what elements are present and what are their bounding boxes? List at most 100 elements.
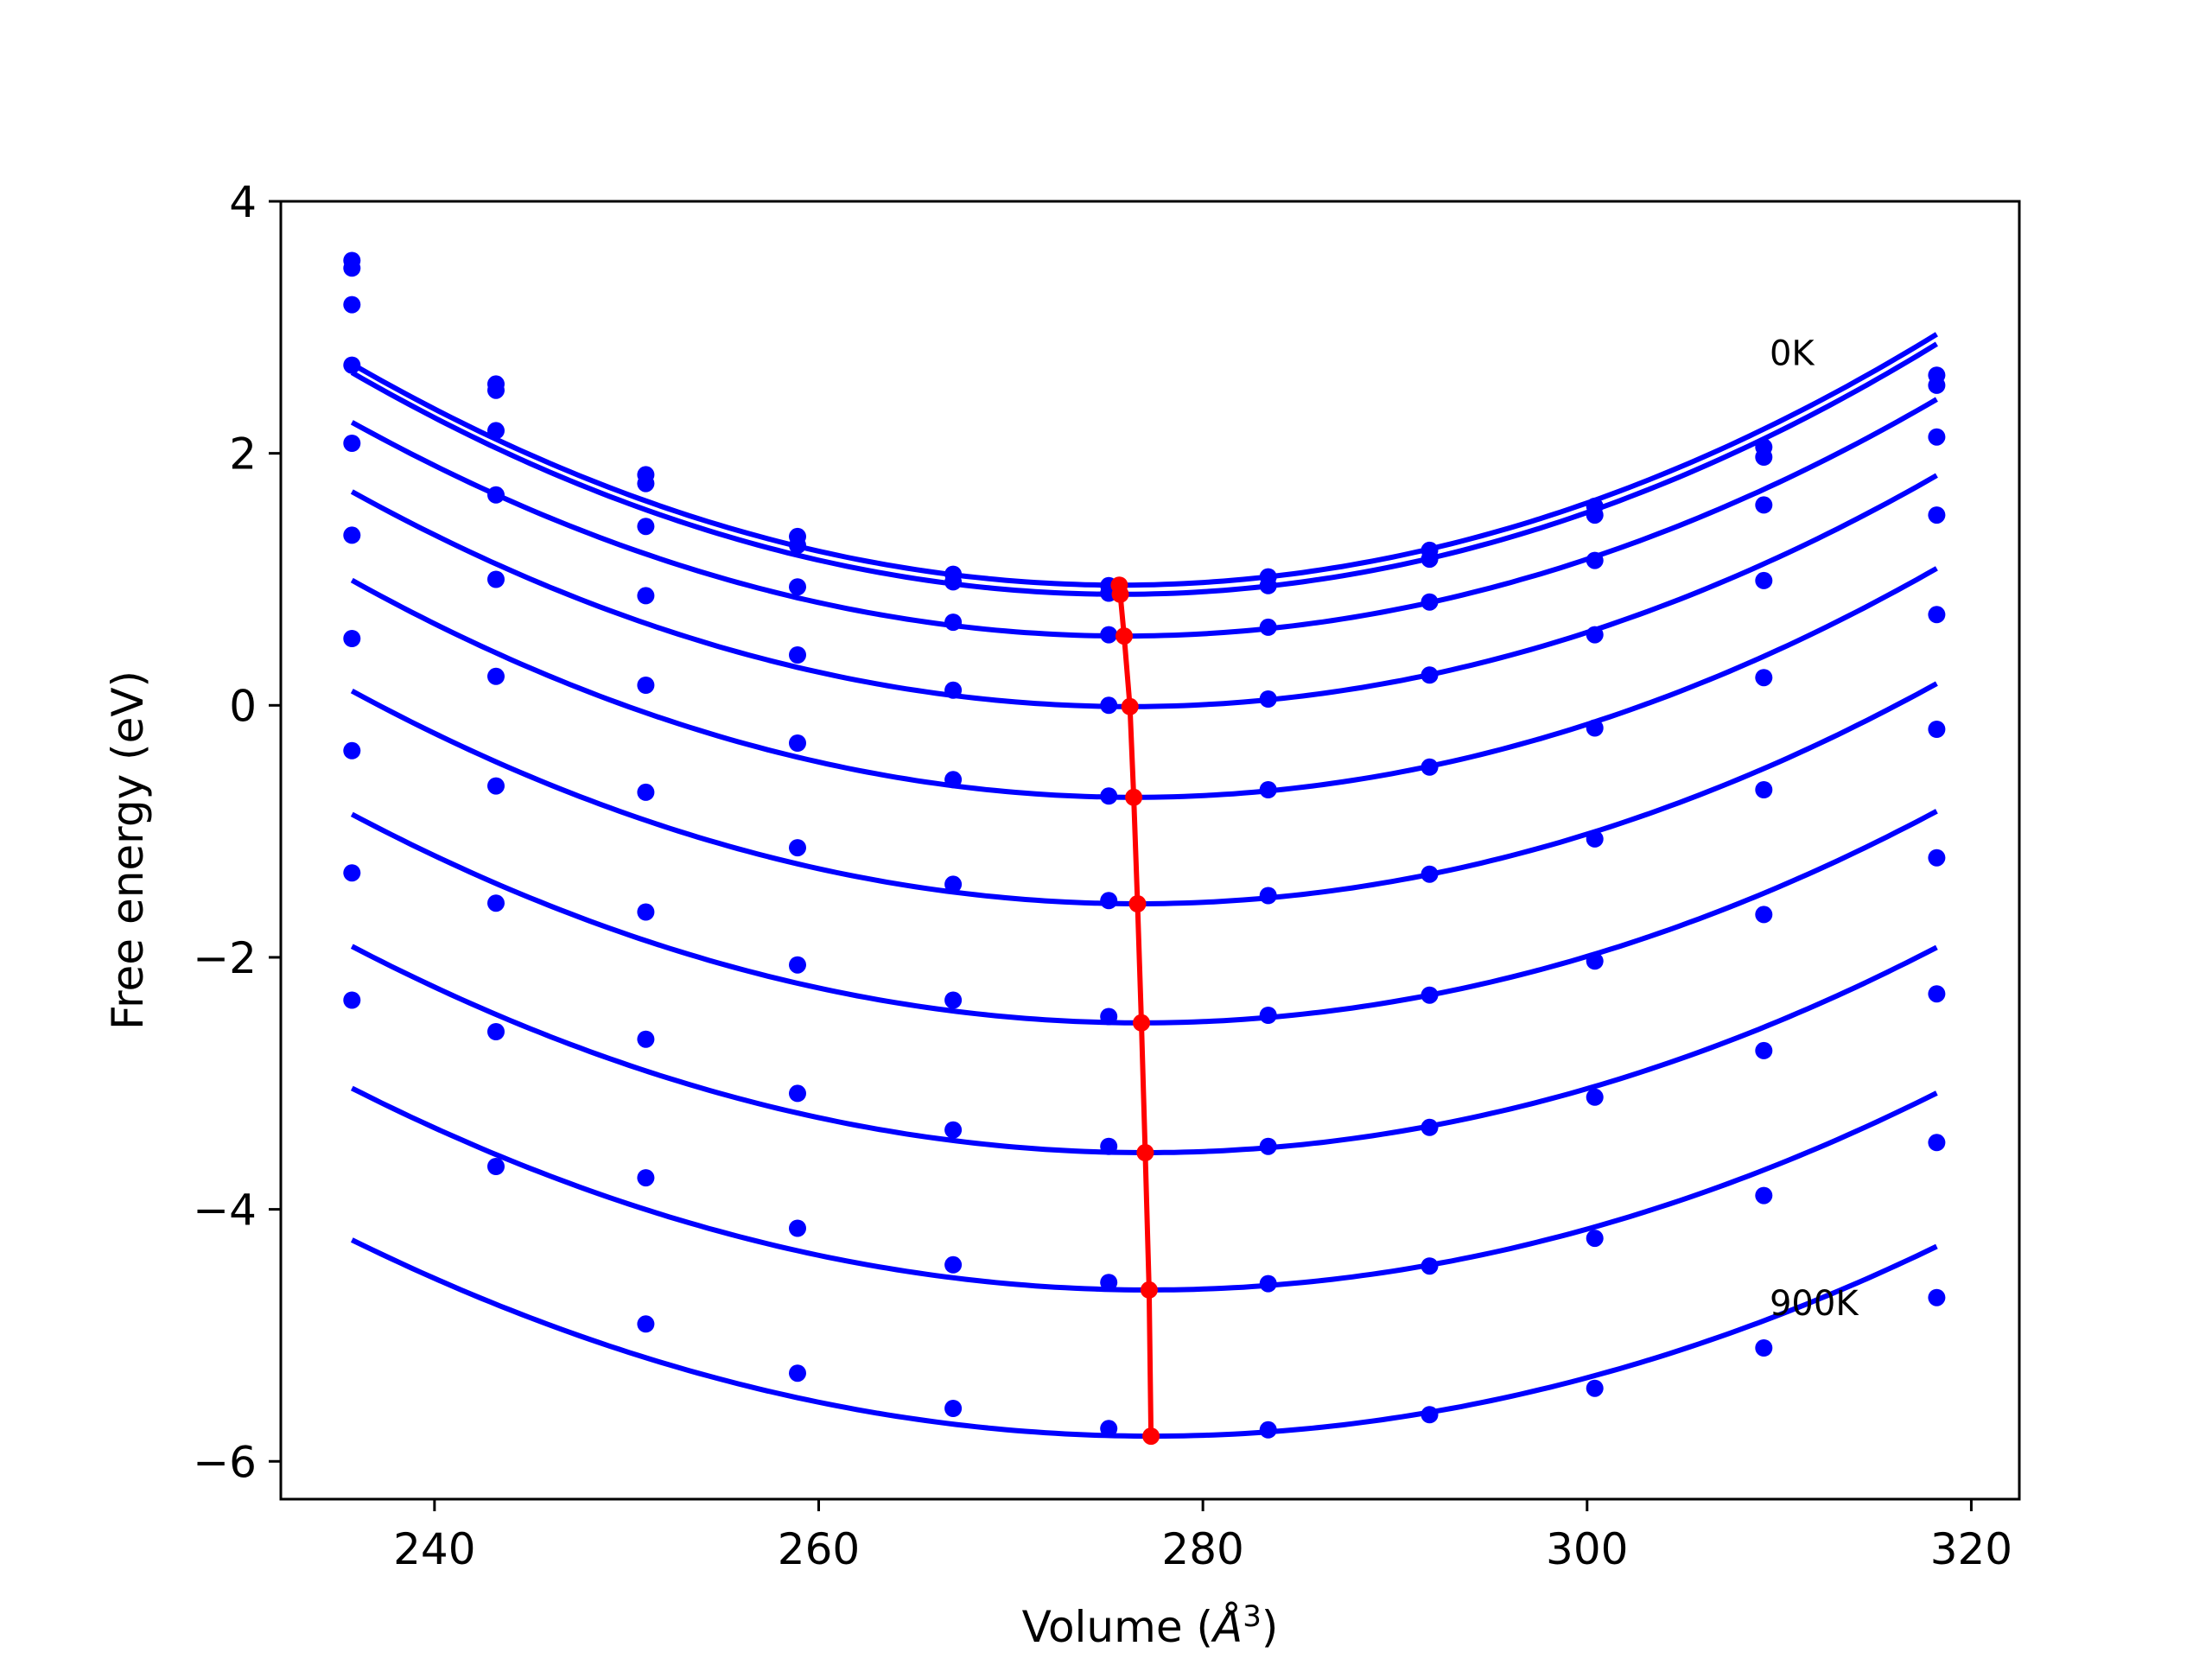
data-point-900K-6 bbox=[1259, 1421, 1277, 1439]
data-point-800K-3 bbox=[789, 1219, 806, 1237]
x-tick-label-240: 240 bbox=[393, 1524, 475, 1574]
data-point-400K-1 bbox=[487, 570, 505, 588]
data-point-100K-7 bbox=[1421, 550, 1439, 569]
data-point-200K-3 bbox=[789, 578, 806, 596]
x-tick-label-320: 320 bbox=[1930, 1524, 2012, 1574]
y-tick-label--2: −2 bbox=[193, 933, 257, 983]
data-point-800K-6 bbox=[1259, 1274, 1277, 1293]
fit-curve-200K bbox=[350, 397, 1938, 639]
annotation-0K: 0K bbox=[1770, 334, 1815, 374]
data-point-100K-6 bbox=[1259, 576, 1277, 594]
fit-curve-300K bbox=[350, 473, 1938, 709]
data-point-100K-4 bbox=[944, 573, 963, 591]
minimum-point-3 bbox=[1121, 697, 1139, 715]
data-point-400K-2 bbox=[637, 677, 655, 694]
data-point-900K-7 bbox=[1421, 1406, 1439, 1424]
data-point-300K-9 bbox=[1755, 571, 1773, 589]
minimum-point-6 bbox=[1133, 1014, 1150, 1032]
data-point-900K-1 bbox=[487, 1158, 505, 1175]
data-point-100K-2 bbox=[637, 474, 655, 493]
data-point-500K-2 bbox=[637, 783, 655, 801]
data-point-600K-4 bbox=[944, 991, 963, 1009]
data-point-600K-9 bbox=[1755, 906, 1773, 924]
data-point-400K-5 bbox=[1100, 787, 1118, 805]
data-point-300K-8 bbox=[1586, 626, 1604, 644]
data-point-300K-1 bbox=[487, 486, 505, 504]
data-point-500K-10 bbox=[1928, 721, 1946, 738]
x-tick-label-280: 280 bbox=[1161, 1524, 1243, 1574]
data-point-600K-6 bbox=[1259, 1007, 1277, 1024]
data-point-500K-6 bbox=[1259, 887, 1277, 905]
data-point-600K-7 bbox=[1421, 986, 1439, 1004]
data-point-900K-9 bbox=[1755, 1339, 1773, 1357]
data-point-700K-5 bbox=[1100, 1137, 1118, 1155]
data-point-800K-1 bbox=[487, 1023, 505, 1040]
data-point-300K-5 bbox=[1100, 696, 1118, 715]
data-point-700K-3 bbox=[789, 1084, 806, 1103]
data-point-500K-0 bbox=[343, 526, 361, 544]
data-point-800K-4 bbox=[944, 1255, 963, 1274]
data-point-100K-10 bbox=[1928, 376, 1946, 394]
y-tick-label--4: −4 bbox=[193, 1185, 257, 1236]
data-point-200K-5 bbox=[1100, 626, 1118, 644]
data-point-700K-6 bbox=[1259, 1137, 1277, 1155]
minimum-point-2 bbox=[1116, 627, 1133, 645]
data-point-800K-7 bbox=[1421, 1257, 1439, 1275]
y-tick-label-2: 2 bbox=[229, 429, 257, 480]
data-point-300K-7 bbox=[1421, 666, 1439, 684]
x-axis-ticks: 240 260 280 300 320 bbox=[393, 1499, 2012, 1574]
y-tick-label--6: −6 bbox=[193, 1437, 257, 1487]
data-point-600K-3 bbox=[789, 956, 806, 974]
data-point-800K-10 bbox=[1928, 1134, 1946, 1152]
data-point-200K-6 bbox=[1259, 618, 1277, 636]
data-point-800K-8 bbox=[1586, 1230, 1604, 1248]
data-point-500K-9 bbox=[1755, 781, 1773, 798]
annotations: 0K 900K bbox=[1770, 334, 1859, 1325]
data-point-500K-3 bbox=[789, 839, 806, 857]
data-point-600K-1 bbox=[487, 777, 505, 795]
data-point-700K-10 bbox=[1928, 985, 1946, 1003]
fit-curve-0K bbox=[350, 332, 1938, 588]
data-point-400K-10 bbox=[1928, 606, 1946, 624]
data-point-500K-5 bbox=[1100, 892, 1118, 910]
data-point-900K-10 bbox=[1928, 1288, 1946, 1306]
data-point-200K-7 bbox=[1421, 593, 1439, 611]
minimum-line-path bbox=[1116, 584, 1154, 1437]
data-point-700K-0 bbox=[343, 741, 361, 760]
data-point-100K-9 bbox=[1755, 448, 1773, 466]
data-point-700K-8 bbox=[1586, 1088, 1604, 1106]
data-point-600K-2 bbox=[637, 903, 655, 921]
data-point-300K-0 bbox=[343, 356, 361, 374]
data-point-200K-2 bbox=[637, 518, 655, 536]
data-point-100K-1 bbox=[487, 381, 505, 399]
data-point-100K-0 bbox=[343, 259, 361, 277]
data-point-500K-7 bbox=[1421, 865, 1439, 883]
data-point-800K-0 bbox=[343, 864, 361, 882]
minimum-point-9 bbox=[1142, 1427, 1160, 1446]
data-point-200K-4 bbox=[944, 613, 963, 632]
data-point-400K-0 bbox=[343, 435, 361, 452]
x-tick-label-300: 300 bbox=[1546, 1524, 1628, 1574]
data-point-500K-1 bbox=[487, 667, 505, 685]
fit-curve-400K bbox=[350, 566, 1938, 800]
y-axis-ticks: −6 −4 −2 0 2 4 bbox=[193, 177, 281, 1487]
data-point-200K-0 bbox=[343, 296, 361, 314]
annotation-900K: 900K bbox=[1770, 1284, 1859, 1324]
data-point-300K-4 bbox=[944, 681, 963, 699]
data-point-400K-6 bbox=[1259, 781, 1277, 798]
minimum-point-5 bbox=[1128, 895, 1147, 912]
plot-frame bbox=[279, 200, 2021, 1501]
minimum-point-8 bbox=[1140, 1281, 1158, 1299]
minimum-point-7 bbox=[1136, 1144, 1154, 1161]
data-point-500K-4 bbox=[944, 875, 963, 893]
equilibrium-volume-line bbox=[1110, 576, 1160, 1446]
data-point-500K-8 bbox=[1586, 830, 1604, 848]
data-points bbox=[343, 251, 1946, 1439]
data-point-900K-0 bbox=[343, 991, 361, 1009]
data-point-700K-2 bbox=[637, 1030, 655, 1048]
data-point-700K-9 bbox=[1755, 1041, 1773, 1059]
x-tick-label-260: 260 bbox=[778, 1524, 860, 1574]
data-point-200K-1 bbox=[487, 422, 505, 440]
